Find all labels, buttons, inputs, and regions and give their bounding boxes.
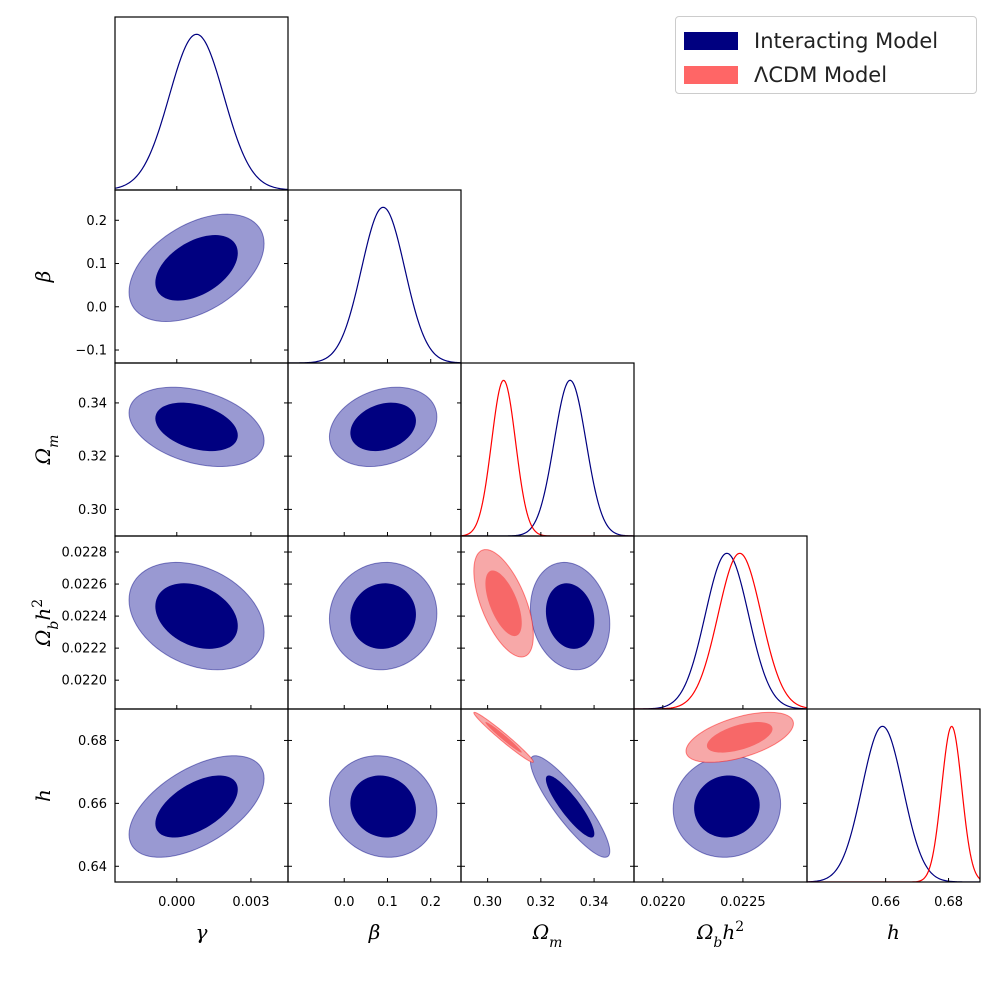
marginal-omega_b_h2-series-0	[634, 552, 807, 709]
y-tick-label-h: 0.68	[78, 734, 107, 749]
panel-h-vs-omega_b_h2: 0.0220 0.0225	[633, 708, 808, 910]
panel-omega_b_h2-vs-gamma: 0.0220 0.0222 0.0224 0.0226 0.0228	[62, 535, 289, 710]
axis-label-h: h	[31, 789, 55, 802]
x-tick-label-omega_b_h2: 0.0225	[720, 895, 766, 910]
contour-68-gamma-omega_b_h2-series-0	[155, 583, 238, 649]
y-tick-label-omega_m: 0.32	[78, 450, 107, 465]
legend-swatch-lcdm	[684, 66, 738, 84]
x-tick-label-omega_m: 0.30	[473, 895, 502, 910]
panel-omega_b_h2-vs-omega_b_h2	[633, 535, 808, 710]
panel-beta-vs-gamma: −0.1 0.0 0.1 0.2	[75, 189, 289, 364]
x-tick-label-h: 0.68	[934, 895, 963, 910]
panel-omega_m-vs-beta	[287, 362, 462, 537]
y-tick-label-omega_m: 0.34	[78, 396, 107, 411]
panel-omega_b_h2-vs-omega_m	[460, 535, 635, 710]
contour-68-gamma-omega_m-series-0	[155, 402, 238, 452]
contour-68-gamma-beta-series-0	[155, 235, 238, 301]
marginal-h-series-1	[807, 725, 980, 882]
marginal-omega_m-series-1	[461, 379, 634, 536]
axis-label-omega_b_h2: Ωbh2	[696, 919, 744, 951]
axis-label-omega_m: Ωm	[532, 920, 563, 951]
marginal-beta-series-0	[288, 206, 461, 363]
panel-omega_m-vs-gamma: 0.30 0.32 0.34	[78, 362, 289, 537]
x-tick-label-beta: 0.0	[334, 895, 355, 910]
y-tick-label-beta: 0.0	[86, 300, 107, 315]
panel-beta-vs-beta	[287, 189, 462, 364]
marginal-omega_b_h2-series-1	[634, 552, 807, 709]
contour-68-beta-omega_m-series-0	[350, 402, 416, 452]
legend-entry-interacting: Interacting Model	[684, 29, 938, 53]
y-tick-label-omega_m: 0.30	[78, 503, 107, 518]
x-tick-label-beta: 0.2	[420, 895, 441, 910]
marginal-omega_m-series-0	[461, 379, 634, 536]
axis-label-gamma: γ	[196, 920, 208, 944]
y-tick-label-h: 0.66	[78, 797, 107, 812]
contour-68-omega_b_h2-h-series-1	[706, 722, 773, 753]
legend-label-lcdm: ΛCDM Model	[754, 63, 888, 87]
contour-68-omega_m-h-series-0	[545, 775, 595, 838]
axis-label-omega_m: Ωm	[31, 435, 62, 466]
contour-68-omega_m-h-series-1	[485, 722, 522, 753]
panel-frame	[806, 708, 981, 883]
legend-entry-lcdm: ΛCDM Model	[684, 63, 887, 87]
x-tick-label-omega_m: 0.32	[526, 895, 555, 910]
x-tick-label-h: 0.66	[871, 895, 900, 910]
panel-h-vs-gamma: 0.000 0.003 0.64 0.66 0.68	[78, 708, 289, 910]
panel-h-vs-beta: 0.0 0.1 0.2	[287, 708, 462, 910]
y-tick-label-omega_b_h2: 0.0228	[62, 546, 108, 561]
marginal-gamma-series-0	[115, 33, 288, 190]
panel-omega_m-vs-omega_m	[460, 362, 635, 537]
panel-omega_b_h2-vs-beta	[287, 535, 462, 710]
panel-gamma-vs-gamma	[114, 16, 289, 191]
y-tick-label-beta: −0.1	[75, 344, 107, 359]
x-tick-label-gamma: 0.000	[158, 895, 195, 910]
contour-68-omega_b_h2-h-series-0	[694, 775, 760, 838]
panel-frame	[114, 16, 289, 191]
y-tick-label-omega_b_h2: 0.0220	[62, 674, 108, 689]
x-tick-label-beta: 0.1	[377, 895, 398, 910]
legend-label-interacting: Interacting Model	[754, 29, 939, 53]
axis-label-beta: β	[368, 920, 381, 944]
y-tick-label-beta: 0.2	[86, 214, 107, 229]
axis-label-h: h	[887, 920, 900, 944]
panel-h-vs-h: 0.66 0.68	[806, 708, 981, 910]
x-tick-label-omega_b_h2: 0.0220	[640, 895, 686, 910]
y-tick-label-omega_b_h2: 0.0226	[62, 578, 108, 593]
x-tick-label-gamma: 0.003	[232, 895, 269, 910]
y-tick-label-h: 0.64	[78, 860, 107, 875]
contour-68-omega_m-omega_b_h2-series-0	[545, 583, 595, 649]
y-tick-label-beta: 0.1	[86, 257, 107, 272]
contour-68-beta-omega_b_h2-series-0	[350, 583, 416, 649]
contour-68-omega_m-omega_b_h2-series-1	[485, 570, 522, 637]
x-tick-label-omega_m: 0.34	[580, 895, 609, 910]
panel-frame	[287, 189, 462, 364]
panel-h-vs-omega_m: 0.30 0.32 0.34	[460, 708, 635, 910]
axis-label-beta: β	[31, 271, 55, 284]
panel-frame	[460, 362, 635, 537]
contour-68-beta-h-series-0	[350, 775, 416, 838]
y-tick-label-omega_b_h2: 0.0224	[62, 610, 108, 625]
axis-label-omega_b_h2: Ωbh2	[30, 599, 62, 647]
y-tick-label-omega_b_h2: 0.0222	[62, 642, 108, 657]
contour-68-gamma-h-series-0	[155, 775, 238, 838]
marginal-h-series-0	[807, 725, 980, 882]
legend-swatch-interacting	[684, 32, 738, 50]
legend: Interacting Model ΛCDM Model	[675, 16, 977, 94]
